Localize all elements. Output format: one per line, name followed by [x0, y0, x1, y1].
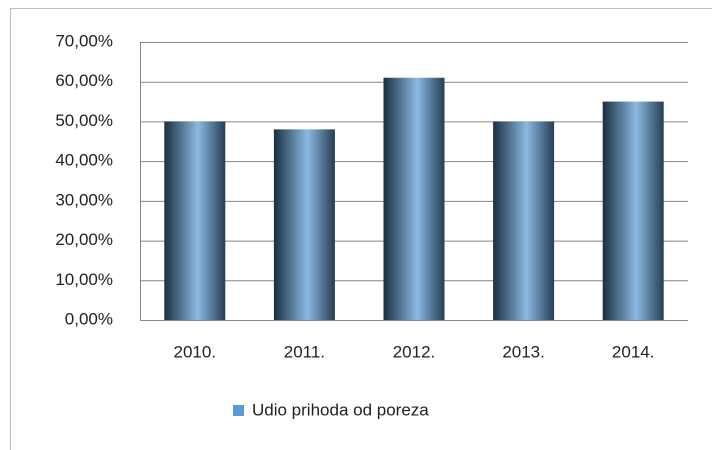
- legend-label: Udio prihoda od poreza: [252, 400, 429, 419]
- y-tick-label: 40,00%: [55, 151, 113, 170]
- x-tick-label: 2014.: [612, 342, 655, 361]
- bar: [273, 129, 335, 320]
- y-tick-label: 0,00%: [65, 309, 113, 328]
- y-tick-label: 20,00%: [55, 230, 113, 249]
- y-tick-label: 70,00%: [55, 31, 113, 50]
- y-tick-label: 50,00%: [55, 111, 113, 130]
- legend-swatch: [233, 405, 244, 416]
- bar: [602, 101, 664, 320]
- chart-frame: [10, 8, 712, 450]
- bar: [383, 77, 445, 320]
- x-tick-label: 2013.: [502, 342, 545, 361]
- x-tick-label: 2011.: [284, 342, 325, 361]
- x-tick-label: 2012.: [393, 342, 436, 361]
- x-tick-label: 2010.: [174, 342, 217, 361]
- bar: [164, 121, 226, 320]
- bar: [493, 121, 555, 320]
- y-tick-label: 60,00%: [55, 71, 113, 90]
- y-tick-label: 30,00%: [55, 190, 113, 209]
- y-tick-label: 10,00%: [55, 270, 113, 289]
